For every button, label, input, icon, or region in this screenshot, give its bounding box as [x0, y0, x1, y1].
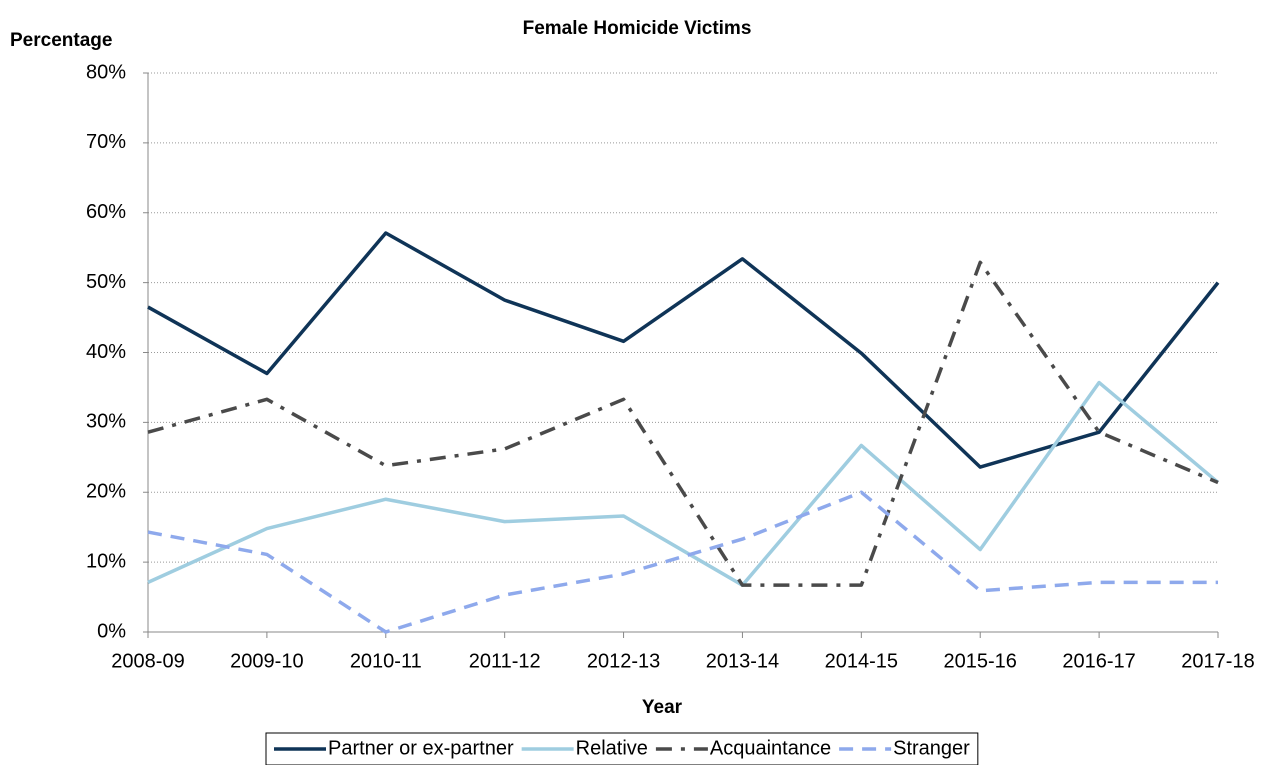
x-tick-label: 2014-15: [825, 650, 898, 672]
x-tick-label: 2017-18: [1181, 650, 1254, 672]
y-tick-label: 50%: [86, 271, 126, 293]
legend-label: Acquaintance: [710, 737, 831, 759]
x-tick-label: 2013-14: [706, 650, 779, 672]
series-line: [147, 490, 1218, 634]
series-line: [147, 380, 1220, 587]
legend-label: Partner or ex-partner: [328, 737, 514, 759]
y-tick-label: 80%: [86, 61, 126, 83]
y-tick-label: 0%: [97, 620, 126, 642]
x-tick-label: 2010-11: [350, 650, 422, 672]
legend: Partner or ex-partner Relative Acquaintanc…: [265, 732, 979, 765]
series-line: [147, 260, 1219, 587]
y-tick-label: 10%: [86, 550, 126, 572]
legend-label: Stranger: [893, 737, 970, 759]
x-tick-label: 2016-17: [1062, 650, 1135, 672]
chart-title: Female Homicide Victims: [523, 18, 752, 39]
series-line: [147, 231, 1220, 469]
x-tick-label: 2015-16: [944, 650, 1017, 672]
y-axis-label: Percentage: [10, 30, 112, 51]
x-tick-label: 2009-10: [230, 650, 303, 672]
y-tick-label: 70%: [86, 131, 126, 153]
x-tick-label: 2012-13: [587, 650, 660, 672]
legend-label: Relative: [576, 737, 648, 759]
x-tick-label: 2011-12: [469, 650, 541, 672]
x-tick-label: 2008-09: [111, 650, 184, 672]
y-tick-label: 40%: [86, 341, 126, 363]
y-tick-label: 30%: [86, 411, 126, 433]
y-tick-label: 20%: [86, 481, 126, 503]
y-tick-label: 60%: [86, 201, 126, 223]
legend-box: [265, 732, 979, 765]
x-axis-label: Year: [642, 697, 683, 718]
